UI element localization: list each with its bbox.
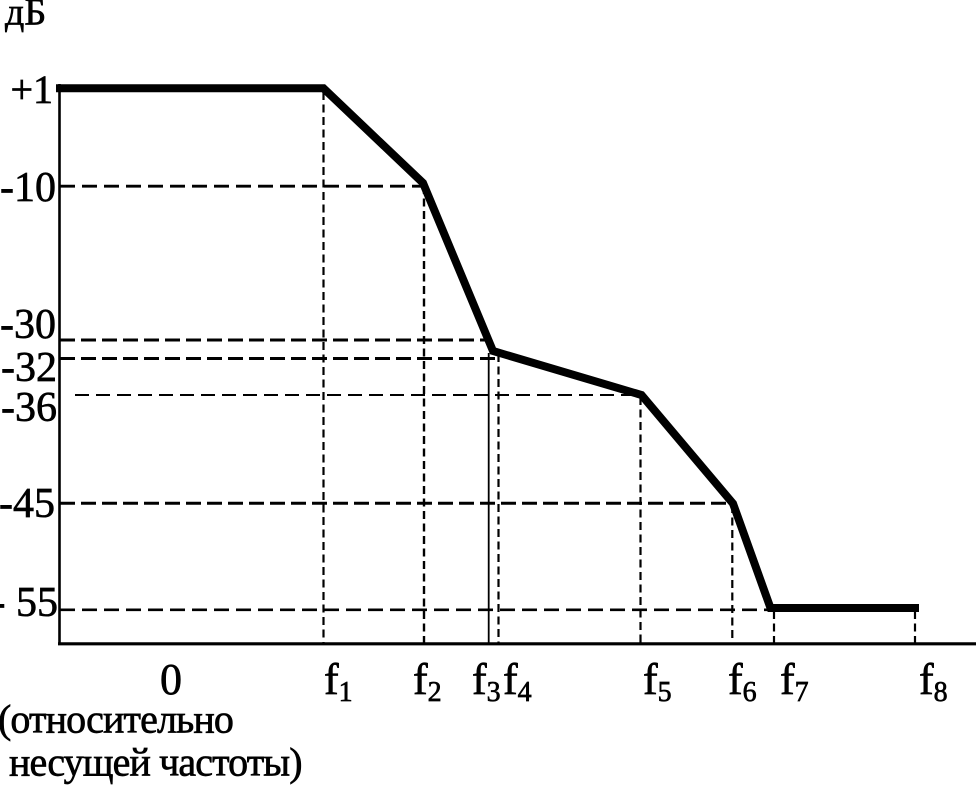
svg-text:(относительно: (относительно <box>0 697 233 742</box>
svg-text:+1: +1 <box>10 67 53 112</box>
svg-text:- 55: - 55 <box>0 580 58 626</box>
svg-text:0: 0 <box>160 655 182 704</box>
svg-text:дБ: дБ <box>5 0 46 34</box>
svg-text:несущей частоты): несущей частоты) <box>9 740 302 785</box>
svg-text:-10: -10 <box>0 165 56 211</box>
svg-text:-36: -36 <box>1 385 57 431</box>
svg-text:-45: -45 <box>0 481 55 527</box>
svg-text:f1: f1 <box>324 655 353 708</box>
svg-text:-30: -30 <box>0 302 56 348</box>
svg-text:-32: -32 <box>1 345 57 391</box>
svg-text:f4: f4 <box>503 655 532 708</box>
